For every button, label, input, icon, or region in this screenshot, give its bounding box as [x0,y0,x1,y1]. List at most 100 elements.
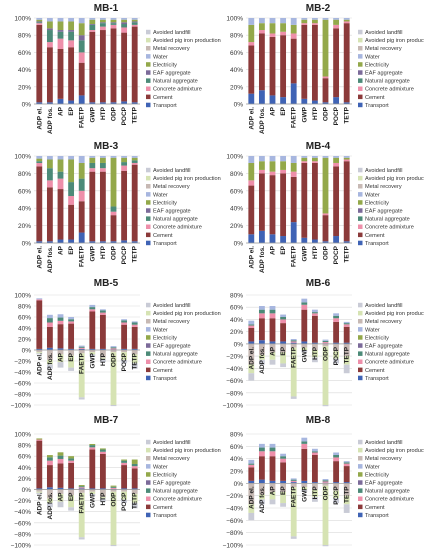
bar-segment [57,350,64,355]
legend-swatch [358,70,363,75]
bar-segment [333,498,340,504]
bar-segment [57,31,64,39]
bar-segment [333,166,340,237]
bar-segment [248,24,255,43]
legend-swatch [358,208,363,213]
bar-segment [290,156,297,163]
bar-segment [99,18,106,20]
bar-segment [57,21,64,31]
legend-entry: EAF aggregate [365,481,403,487]
legend-swatch [358,480,363,485]
bar-segment [301,24,308,99]
bar-segment [131,241,138,243]
bar-segment [311,482,318,484]
x-tick-label: EP [68,106,75,115]
bar-segment [121,27,128,33]
bar-segment [301,341,308,344]
bar-segment [36,440,43,489]
bar-segment [280,314,287,317]
legend-entry: Natural aggregate [153,79,198,85]
bar-segment [68,456,75,459]
bar-segment [258,494,265,500]
bar-segment [322,215,329,242]
bar-segment [110,19,117,23]
x-tick-label: ODP [323,245,330,260]
bar-segment [131,363,138,369]
bar-segment [248,364,255,374]
chart-panel-5: MB-5 −100% −80% −60% −40% −20% 0% 20% 40% 60% 80% 1… [11,278,221,410]
chart-panel-1: MB-10%20%40%60%80%100%ADP el. ADP fos. AP E… [14,3,220,134]
bar-segment [311,19,318,24]
y-tick-label: −100% [223,403,244,410]
bar-segment [110,215,117,242]
y-tick-label: −100% [11,403,32,410]
bar-segment [68,348,75,350]
bar-segment [258,18,265,24]
x-tick-label: GWP [89,352,96,368]
bar-segment [343,241,350,243]
bar-segment [110,486,117,488]
bar-segment [301,237,308,243]
x-tick-label: AP [58,245,65,255]
legend-swatch [358,439,363,445]
bar-segment [248,325,255,328]
bar-segment [57,452,64,456]
legend-swatch [358,447,363,453]
bar-segment [121,324,128,349]
legend-entry: Concrete admixture [153,360,202,366]
bar-segment [57,48,64,99]
bar-segment [68,495,75,508]
bar-segment [89,156,96,158]
bar-segment [131,463,138,467]
y-tick-label: 0% [234,481,244,488]
legend-swatch [358,472,363,477]
legend-swatch [146,208,151,213]
x-tick-label: ODP [323,346,330,361]
bar-segment [322,545,329,547]
x-tick-label: EP [280,106,287,115]
bar-segment [269,95,276,104]
legend-swatch [358,167,363,173]
bar-segment [131,488,138,490]
legend-swatch [146,200,151,205]
bar-segment [290,343,297,348]
y-tick-label: 60% [18,315,31,322]
bar-segment [57,455,64,459]
chart-panel-6: MB-6 −100% −80% −60% −40% −20% 0% 20% 40% 60% 80% A… [223,278,424,410]
bar-segment [99,168,106,172]
bar-segment [311,18,318,20]
bar-segment [258,359,265,365]
bar-segment [290,33,297,39]
legend-entry: Avoided landfill [153,168,191,174]
legend-swatch [358,302,363,308]
bar-segment [333,342,340,344]
legend-entry: Metal recovery [365,456,402,462]
x-tick-label: FAETP [79,106,86,128]
bar-segment [46,187,53,242]
legend-entry: Natural aggregate [365,79,410,85]
x-tick-label: EP [280,346,287,355]
bar-segment [89,449,96,489]
bar-segment [110,102,117,104]
bar-segment [290,83,297,104]
bar-segment [99,156,106,158]
legend-swatch [146,327,151,332]
bar-segment [99,358,106,363]
legend-swatch [358,54,363,59]
bar-segment [110,489,117,492]
legend-swatch [146,46,151,51]
y-tick-label: −60% [14,381,31,388]
bar-segment [343,466,350,483]
chart-panel-8: MB-8 −100% −80% −60% −40% −20% 0% 20% 40% 60% 80% A… [223,415,424,550]
bar-segment [121,352,128,360]
bar-segment [258,499,265,505]
y-tick-label: 0% [22,241,32,248]
bar-segment [301,489,308,492]
bar-segment [121,459,128,461]
x-tick-label: AP [58,352,65,362]
bar-segment [46,168,53,181]
bar-segment [131,354,138,364]
bar-segment [46,47,53,103]
legend-entry: EAF aggregate [153,344,191,350]
bar-segment [89,348,96,350]
